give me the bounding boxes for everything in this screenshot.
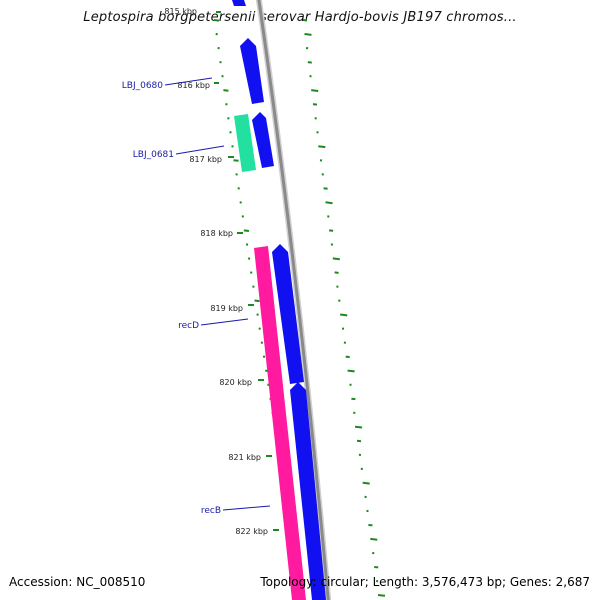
gc-tick	[311, 89, 319, 92]
scale-label-818kbp: 818 kbp	[200, 229, 233, 238]
gene-label-recd[interactable]: recD	[178, 321, 199, 331]
leader-lbj0681	[175, 145, 225, 155]
gc-tick	[325, 201, 333, 205]
gc-tick	[243, 229, 250, 232]
scale-label-819kbp: 819 kbp	[210, 304, 243, 313]
scale-labels: 815 kbp 816 kbp 817 kbp 818 kbp 819 kbp …	[164, 7, 268, 536]
gc-tick	[304, 33, 312, 36]
gc-tick	[332, 257, 340, 261]
gene-label-lbj0680[interactable]: LBJ_0680	[122, 81, 164, 91]
scale-label-817kbp: 817 kbp	[189, 155, 222, 164]
scale-label-816kbp: 816 kbp	[177, 81, 210, 90]
gc-tick	[323, 187, 328, 190]
gc-tick	[312, 103, 318, 106]
topology-label: Topology: circular; Length: 3,576,473 bp…	[260, 575, 590, 589]
gc-tick	[347, 369, 355, 373]
cds-reverse-lbj0681[interactable]	[234, 114, 256, 172]
gc-tick	[302, 19, 308, 22]
gc-tick	[356, 439, 362, 443]
scale-label-820kbp: 820 kbp	[219, 378, 252, 387]
cds-top-stub	[232, 0, 246, 6]
accession-label: Accession: NC_008510	[9, 575, 146, 589]
gc-tick	[307, 61, 312, 64]
gene-label-recb[interactable]: recB	[201, 506, 221, 516]
gc-tick	[340, 313, 348, 317]
cds-forward-recd[interactable]	[272, 244, 304, 384]
gc-tick	[254, 299, 260, 303]
gc-tick	[233, 159, 239, 162]
leader-recd	[200, 318, 249, 326]
gc-tick	[362, 481, 370, 485]
scale-label-821kbp: 821 kbp	[228, 453, 261, 462]
backbone-line	[257, 0, 330, 600]
gc-tick	[354, 425, 363, 429]
map-title: Leptospira borgpetersenii serovar Hardjo…	[83, 10, 517, 25]
scale-ticks	[214, 11, 279, 531]
gc-tick	[368, 523, 373, 527]
gc-tick	[334, 271, 339, 274]
cds-reverse-recd-recb[interactable]	[254, 246, 306, 600]
leader-lbj0680	[164, 77, 213, 86]
scale-label-815kbp: 815 kbp	[164, 7, 197, 16]
gc-tick	[213, 19, 220, 22]
gene-label-lbj0681[interactable]: LBJ_0681	[133, 150, 174, 160]
gc-tick	[370, 537, 378, 541]
cds-forward-lbj0680[interactable]	[240, 38, 264, 104]
gc-tick	[345, 355, 350, 359]
gc-tick	[377, 594, 386, 597]
cds-forward-recb[interactable]	[290, 382, 326, 600]
scale-label-822kbp: 822 kbp	[235, 527, 268, 536]
leader-recb	[222, 505, 271, 511]
gene-labels: LBJ_0680 LBJ_0681 recD recB	[122, 77, 271, 516]
gc-tick	[223, 89, 229, 92]
gc-tick	[318, 145, 326, 149]
cds-forward-lbj0681[interactable]	[252, 112, 274, 168]
